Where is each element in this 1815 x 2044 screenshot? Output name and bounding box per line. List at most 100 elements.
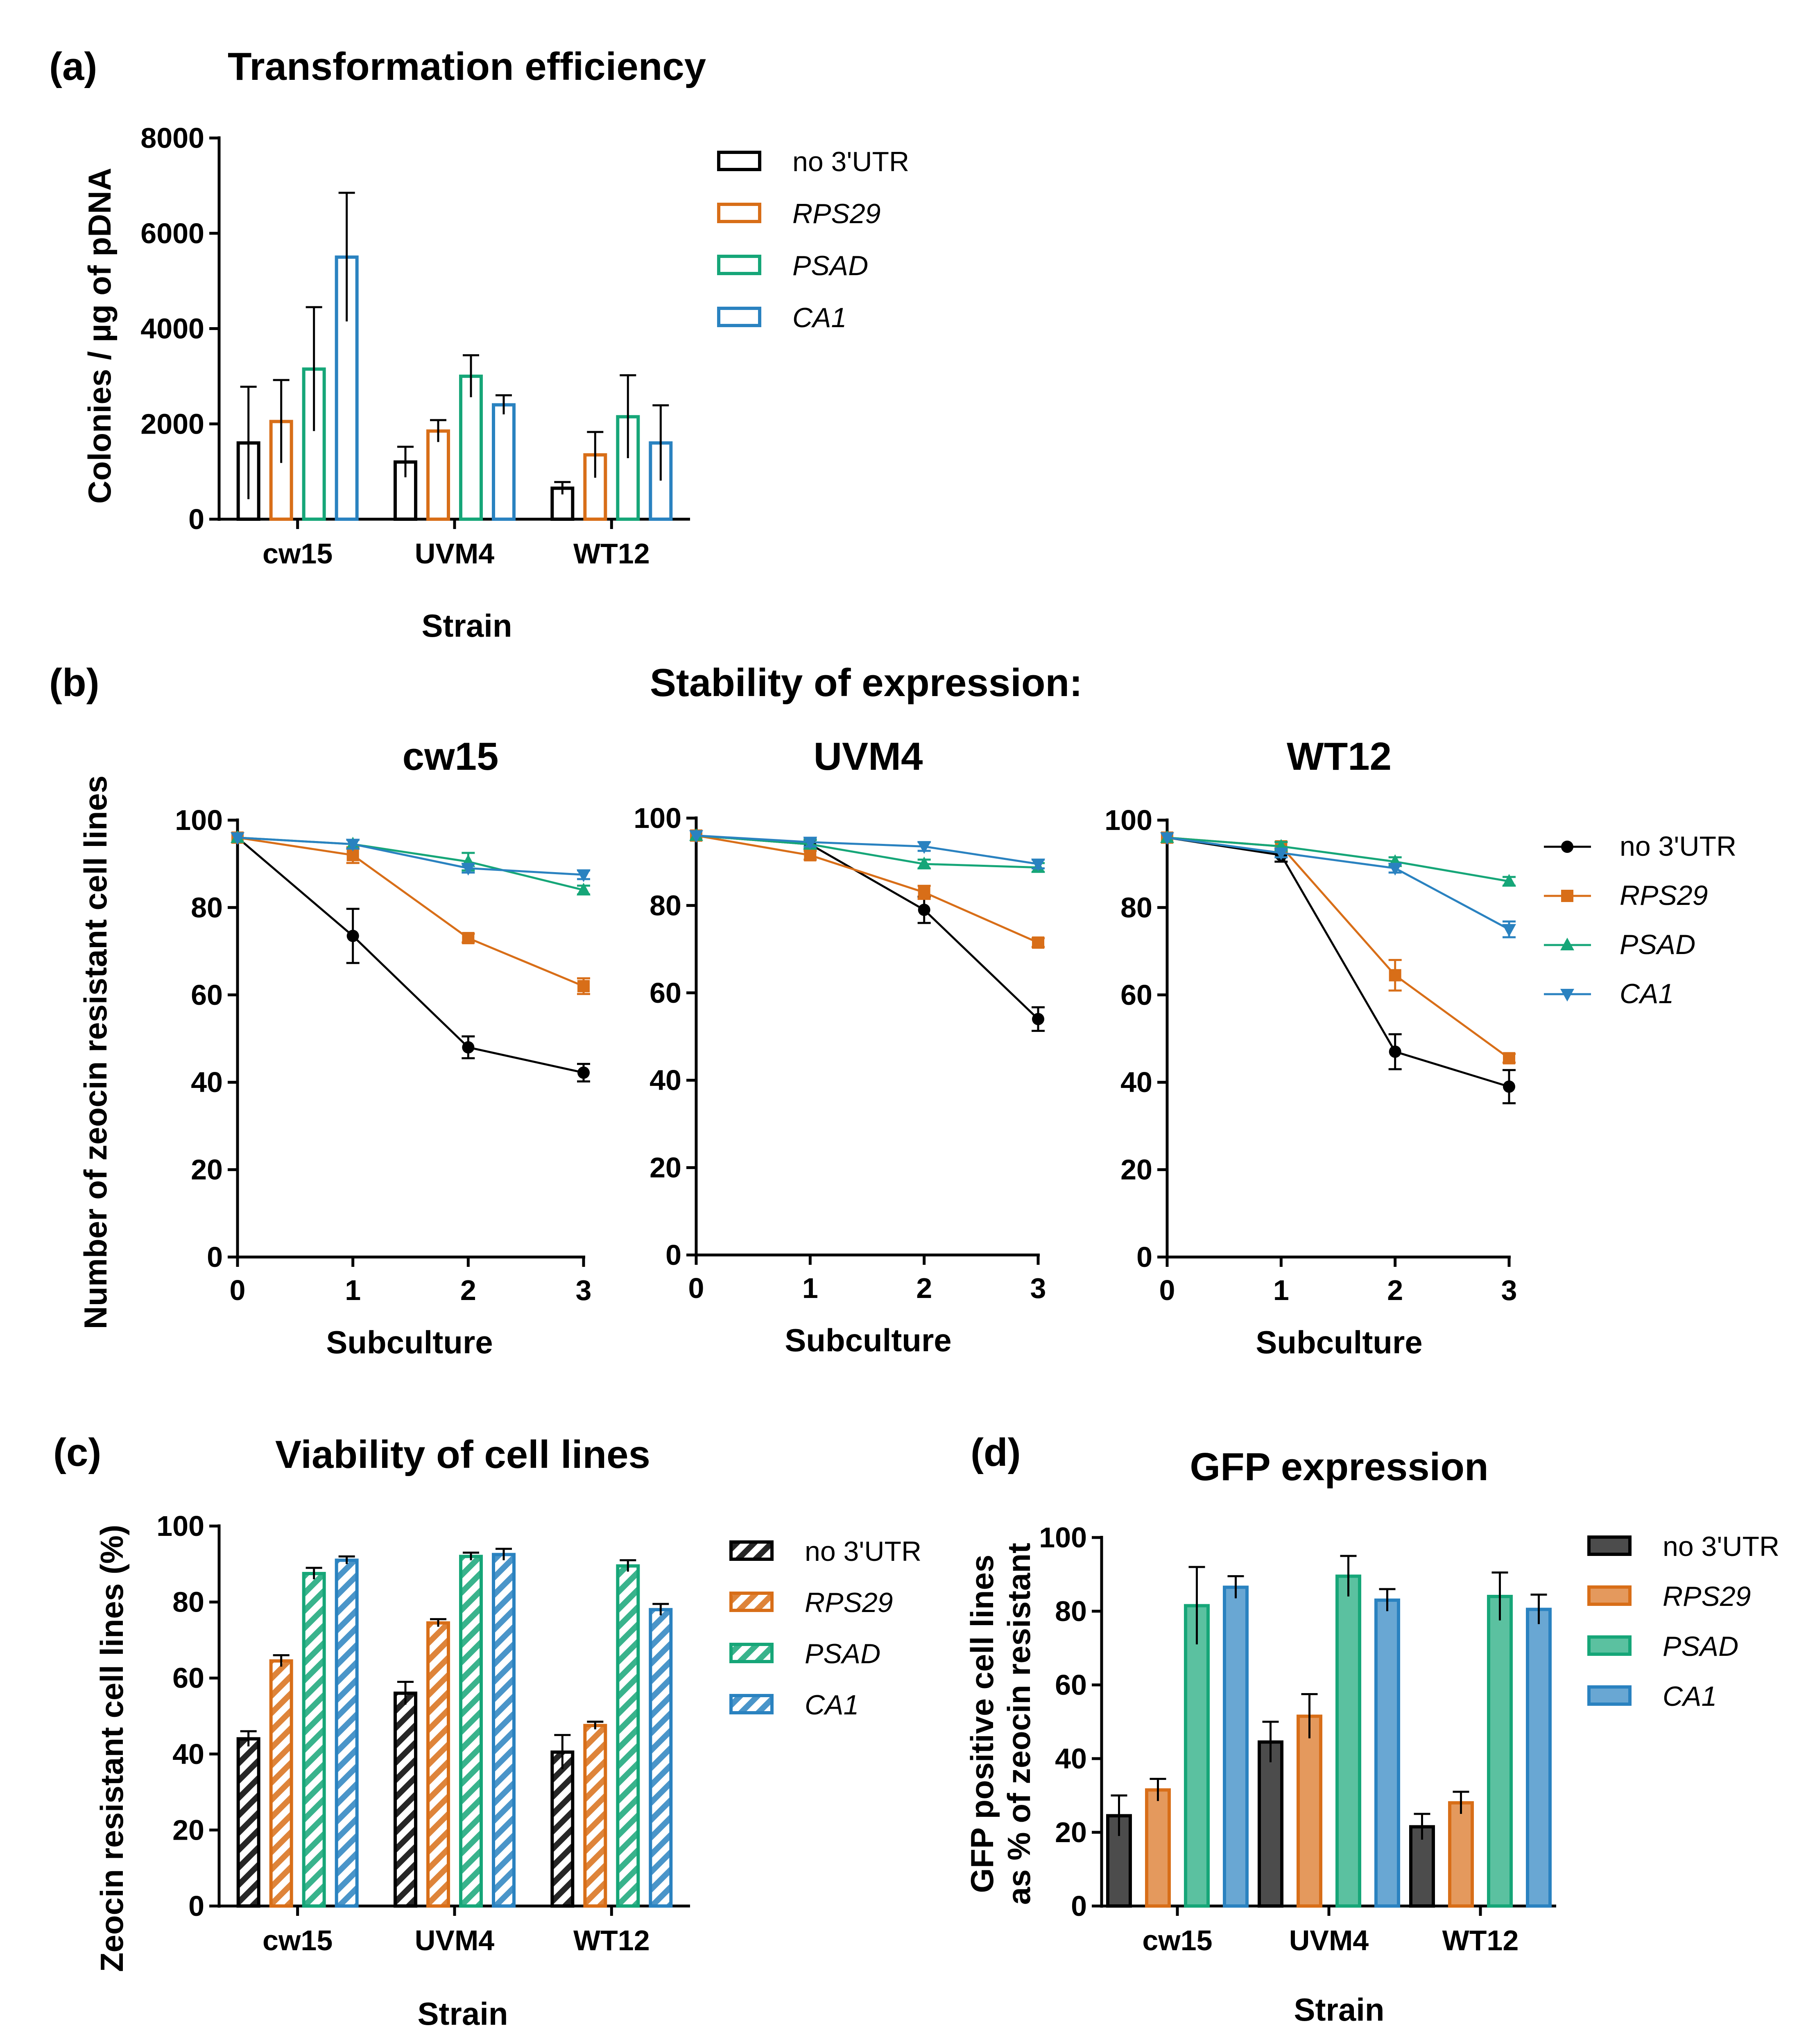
panel-a-y-tick-label: 4000	[140, 313, 204, 345]
panel-b-legend-label-psad: PSAD	[1620, 929, 1695, 960]
panel-b-cw15-line-rps29	[237, 837, 584, 987]
panel-b-wt12-point-no-3-utr-3	[1503, 1080, 1515, 1093]
panel-b-uvm4-point-no-3-utr-3	[1032, 1013, 1044, 1025]
panel-a-y-axis-label: Colonies / µg of pDNA	[81, 168, 118, 504]
panel-b-x-axis-label-uvm4: Subculture	[785, 1322, 951, 1358]
panel-c-bar-no-3-utr-uvm4	[394, 1691, 417, 1908]
panel-d-bar-ca1-wt12	[1526, 1608, 1552, 1908]
panel-b-cw15-x-tick-label: 0	[230, 1274, 246, 1306]
panel-c-bar-no-3-utr-wt12	[550, 1750, 575, 1908]
panel-d-x-tick-label-uvm4: UVM4	[1289, 1924, 1369, 1956]
panel-c-bar-psad-wt12	[616, 1564, 640, 1908]
panel-a-x-tick-label-wt12: WT12	[573, 538, 650, 570]
panel-b-wt12-point-no-3-utr-2	[1389, 1045, 1401, 1058]
panel-b-legend-marker-rps29	[1561, 890, 1573, 902]
panel-a-y-tick-label: 6000	[140, 217, 204, 249]
panel-a-bar-ca1-uvm4	[492, 403, 516, 521]
panel-d-legend-label-ca1: CA1	[1663, 1681, 1717, 1712]
panel-b-uvm4-point-ca1-3	[1031, 859, 1045, 872]
panel-d-legend-label-psad: PSAD	[1663, 1631, 1738, 1662]
panel-b-wt12-line-psad	[1167, 837, 1509, 882]
panel-b-cw15-line-no-3-utr	[237, 837, 584, 1074]
panel-d-legend-swatch-psad	[1587, 1635, 1632, 1656]
panel-b-wt12-y-tick-label: 0	[1136, 1241, 1152, 1273]
panel-d-bar-rps29-cw15	[1145, 1788, 1171, 1908]
panel-d-label: (d)	[971, 1431, 1021, 1474]
panel-a-legend-label-no-3-utr: no 3'UTR	[792, 146, 909, 177]
panel-c-y-tick-label: 0	[188, 1890, 204, 1922]
panel-c-bar-rps29-wt12	[583, 1724, 607, 1908]
panel-d-x-tick-label-cw15: cw15	[1142, 1924, 1212, 1956]
panel-b-wt12-y-tick-label: 80	[1120, 891, 1152, 923]
panel-b-subplot-title-cw15: cw15	[403, 735, 499, 778]
panel-a-legend-swatch-ca1	[717, 307, 761, 327]
panel-b-wt12-point-ca1-1	[1274, 848, 1288, 861]
panel-b-title: Stability of expression:	[650, 661, 1082, 705]
panel-c-y-tick-label: 60	[172, 1662, 204, 1694]
panel-b-wt12-point-ca1-3	[1502, 924, 1516, 937]
panel-b-legend-label-ca1: CA1	[1620, 978, 1674, 1009]
panel-c-y-tick-label: 40	[172, 1738, 204, 1770]
panel-c-legend-swatch-rps29	[729, 1592, 774, 1612]
panel-d-y-tick-label: 20	[1055, 1816, 1087, 1848]
panel-c-y-tick-label: 100	[156, 1510, 204, 1542]
panel-b-uvm4-point-rps29-1	[804, 849, 817, 861]
panel-b-label: (b)	[49, 661, 100, 705]
panel-b-uvm4-line-ca1	[696, 834, 1039, 865]
panel-b-wt12-x-tick-label: 1	[1273, 1274, 1289, 1306]
panel-b-cw15-point-ca1-0	[231, 832, 244, 845]
panel-c-legend-label-rps29: RPS29	[805, 1587, 893, 1618]
panel-b-uvm4-y-tick-label: 100	[634, 802, 681, 834]
panel-b-uvm4-line-rps29	[696, 834, 1039, 944]
panel-b-cw15-x-tick-label: 3	[576, 1274, 592, 1306]
panel-a-legend-label-psad: PSAD	[792, 250, 868, 281]
panel-b-uvm4-point-rps29-2	[918, 886, 930, 899]
panel-b-wt12-point-ca1-0	[1160, 832, 1174, 845]
panel-d-bar-rps29-uvm4	[1297, 1714, 1322, 1908]
panel-b-cw15-point-ca1-2	[461, 863, 475, 876]
panel-b-uvm4-point-ca1-0	[689, 830, 703, 843]
panel-b-uvm4-point-rps29-3	[1032, 936, 1044, 949]
panel-c-y-axis-label: Zeocin resistant cell lines (%)	[94, 1525, 130, 1972]
panel-b-wt12-line-no-3-utr	[1167, 837, 1509, 1088]
panel-b-subplot-title-uvm4: UVM4	[814, 735, 923, 778]
panel-b-uvm4-y-tick-label: 40	[650, 1064, 681, 1096]
panel-c-x-axis-label: Strain	[417, 1996, 508, 2032]
panel-d-y-tick-label: 100	[1039, 1522, 1087, 1553]
panel-b-wt12-y-tick-label: 40	[1120, 1066, 1152, 1098]
panel-b-wt12-point-ca1-2	[1388, 863, 1402, 876]
panel-b-cw15-point-rps29-3	[577, 980, 590, 993]
panel-c-legend-swatch-no-3-utr	[729, 1540, 774, 1561]
panel-b-cw15-y-tick-label: 100	[175, 804, 223, 836]
panel-d-y-tick-label: 0	[1071, 1890, 1087, 1922]
panel-b-legend-marker-psad	[1560, 938, 1574, 950]
panel-b-wt12-y-tick-label: 100	[1104, 804, 1152, 836]
panel-b-uvm4-x-tick-label: 2	[916, 1272, 932, 1304]
panel-d-title: GFP expression	[1190, 1445, 1488, 1489]
panel-c-bar-no-3-utr-cw15	[236, 1737, 260, 1908]
panel-c-bar-ca1-uvm4	[492, 1553, 516, 1908]
panel-c-bar-psad-cw15	[302, 1572, 326, 1908]
panel-c-y-tick-label: 80	[172, 1586, 204, 1618]
panel-b-cw15-point-no-3-utr-1	[346, 929, 359, 942]
panel-a-x-tick-label-cw15: cw15	[263, 538, 333, 570]
panel-c-legend-label-no-3-utr: no 3'UTR	[805, 1536, 921, 1567]
panel-c-x-tick-label-wt12: WT12	[573, 1924, 650, 1956]
panel-b-cw15-y-tick-label: 40	[191, 1066, 223, 1098]
panel-d-bar-ca1-cw15	[1223, 1585, 1249, 1908]
panel-b-uvm4-y-tick-label: 80	[650, 889, 681, 921]
panel-b-uvm4-x-tick-label: 1	[802, 1272, 818, 1304]
panel-b-x-axis-label-cw15: Subculture	[326, 1324, 493, 1360]
panel-b-legend-label-no-3-utr: no 3'UTR	[1620, 831, 1736, 862]
panel-b-uvm4-point-ca1-2	[917, 841, 931, 854]
panel-c-label: (c)	[53, 1431, 101, 1474]
panel-c-y-tick-label: 20	[172, 1814, 204, 1846]
panel-b-uvm4-line-no-3-utr	[696, 834, 1039, 1020]
panel-a-x-tick-label-uvm4: UVM4	[415, 538, 495, 570]
panel-a-bar-rps29-uvm4	[426, 429, 450, 521]
panel-a-label: (a)	[49, 45, 97, 88]
panel-d-legend-label-no-3-utr: no 3'UTR	[1663, 1531, 1779, 1562]
panel-d-x-tick-label-wt12: WT12	[1442, 1924, 1519, 1956]
